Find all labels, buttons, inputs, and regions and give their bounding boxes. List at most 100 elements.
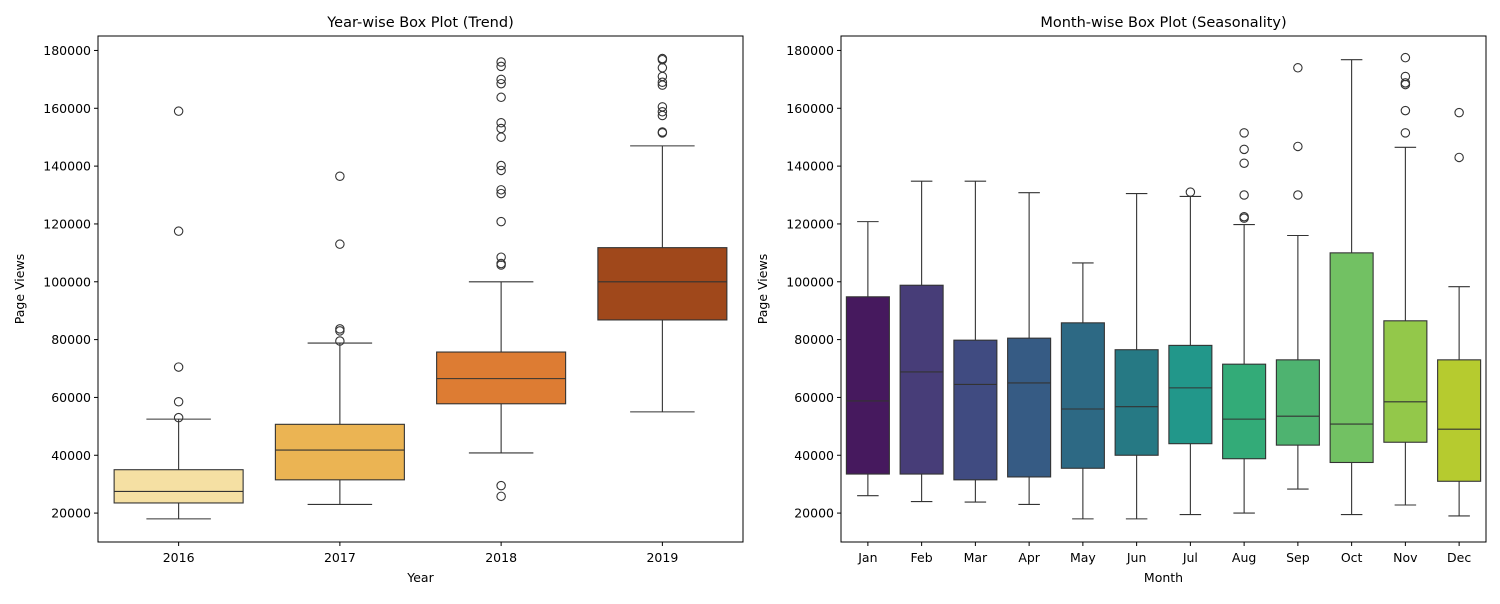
outlier-dec <box>1454 152 1464 163</box>
outlier-2017 <box>335 326 345 336</box>
box-oct <box>1329 252 1374 464</box>
outlier-2019 <box>657 53 668 64</box>
x-tick-label: Jun <box>1126 550 1147 565</box>
x-tick-label: Feb <box>911 550 933 565</box>
outlier-2018 <box>496 165 506 176</box>
y-tick-label: 160000 <box>786 101 834 116</box>
box-feb <box>899 284 944 475</box>
outlier-2019 <box>657 77 668 88</box>
outlier-2016 <box>173 412 184 423</box>
outlier-2016 <box>173 106 184 116</box>
outlier-2017 <box>335 324 345 334</box>
outlier-2018 <box>496 160 506 171</box>
outlier-2017 <box>335 171 345 181</box>
outlier-aug <box>1239 144 1249 155</box>
box-2016 <box>113 469 244 504</box>
box-jan <box>845 296 890 475</box>
outlier-2019 <box>657 102 668 112</box>
x-tick-label: Mar <box>964 550 988 565</box>
outlier-2019 <box>657 107 668 117</box>
plot-frame-1 <box>97 35 744 543</box>
outlier-2017 <box>335 336 345 346</box>
outlier-2016 <box>173 362 184 372</box>
x-tick-label: Dec <box>1447 550 1471 565</box>
box-jun <box>1114 349 1159 456</box>
y-axis-label: Page Views <box>12 254 27 324</box>
outlier-nov <box>1400 52 1411 63</box>
x-tick-label: Sep <box>1286 550 1310 565</box>
box-2019 <box>597 247 728 321</box>
y-tick-label: 120000 <box>43 216 91 231</box>
x-tick-label: Apr <box>1018 550 1040 565</box>
outlier-sep <box>1293 190 1303 200</box>
outlier-aug <box>1239 158 1249 168</box>
box-dec <box>1437 359 1482 482</box>
outlier-2019 <box>657 127 668 137</box>
y-tick-label: 40000 <box>51 448 91 463</box>
x-tick-label: 2018 <box>485 550 517 565</box>
box-may <box>1060 322 1105 469</box>
outlier-nov <box>1400 128 1411 138</box>
x-tick-label: Aug <box>1232 550 1256 565</box>
outlier-2018 <box>496 57 506 67</box>
outlier-2018 <box>496 123 506 134</box>
x-tick-label: 2016 <box>163 550 195 565</box>
outlier-2018 <box>496 92 506 103</box>
box-apr <box>1007 337 1052 478</box>
y-tick-label: 120000 <box>786 216 834 231</box>
outlier-2018 <box>496 491 506 502</box>
outlier-2018 <box>496 78 506 89</box>
outlier-nov <box>1400 105 1411 116</box>
outlier-aug <box>1239 128 1249 138</box>
box-mar <box>953 339 998 481</box>
outlier-2018 <box>496 216 506 227</box>
chart-title: Month-wise Box Plot (Seasonality) <box>1040 15 1286 31</box>
outlier-2018 <box>496 252 506 262</box>
outlier-2018 <box>496 480 506 491</box>
y-tick-label: 80000 <box>51 332 91 347</box>
y-tick-label: 100000 <box>43 274 91 289</box>
outlier-2016 <box>173 397 184 407</box>
y-tick-label: 60000 <box>51 390 91 405</box>
outlier-aug <box>1239 190 1249 200</box>
y-axis-label: Page Views <box>755 254 770 324</box>
x-tick-label: Nov <box>1393 550 1418 565</box>
outlier-2018 <box>496 188 506 199</box>
outlier-2019 <box>657 63 668 73</box>
box-jul <box>1168 344 1213 445</box>
outlier-2018 <box>496 74 506 85</box>
y-tick-label: 160000 <box>43 101 91 116</box>
x-tick-label: 2019 <box>646 550 678 565</box>
box-2017 <box>274 423 405 481</box>
outlier-2018 <box>496 117 506 128</box>
y-tick-label: 60000 <box>794 390 834 405</box>
outlier-sep <box>1293 63 1303 73</box>
panel-1 <box>113 53 728 520</box>
y-tick-label: 40000 <box>794 448 834 463</box>
outlier-sep <box>1293 141 1303 152</box>
outlier-nov <box>1400 71 1411 82</box>
plot-frame-2 <box>840 35 1487 543</box>
y-tick-label: 140000 <box>43 159 91 174</box>
outlier-2016 <box>173 226 184 236</box>
y-tick-label: 100000 <box>786 274 834 289</box>
outlier-2017 <box>335 239 345 249</box>
outlier-2018 <box>496 258 506 269</box>
x-axis-label: Month <box>1144 570 1183 585</box>
y-tick-label: 180000 <box>786 43 834 58</box>
outlier-2019 <box>657 71 668 82</box>
chart-title: Year-wise Box Plot (Trend) <box>326 15 513 31</box>
outlier-jul <box>1185 187 1196 197</box>
y-tick-label: 140000 <box>786 159 834 174</box>
x-tick-label: 2017 <box>324 550 356 565</box>
y-tick-label: 80000 <box>794 332 834 347</box>
x-tick-label: Jul <box>1182 550 1198 565</box>
x-axis-label: Year <box>406 570 434 585</box>
outlier-2018 <box>496 61 506 72</box>
x-tick-label: Oct <box>1341 550 1363 565</box>
box-sep <box>1275 359 1320 446</box>
outlier-2018 <box>496 185 506 195</box>
outlier-nov <box>1400 78 1411 88</box>
